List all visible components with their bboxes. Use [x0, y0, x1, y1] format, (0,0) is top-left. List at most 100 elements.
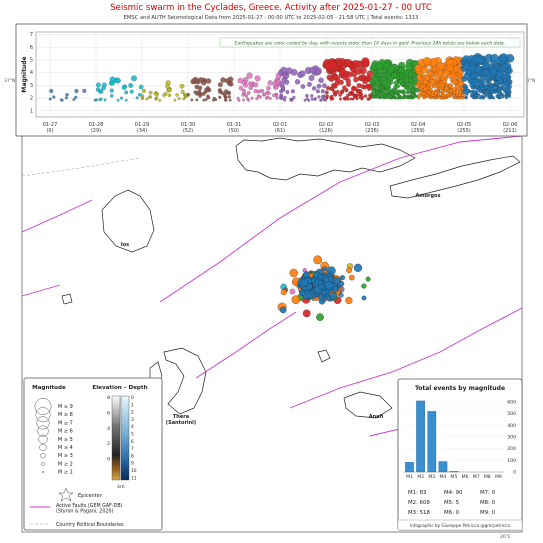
epicenter-marker — [313, 255, 323, 265]
event-point — [355, 93, 359, 98]
event-point — [260, 88, 265, 93]
event-point — [319, 99, 323, 102]
event-point — [218, 95, 222, 99]
island-label: Anafi — [369, 414, 384, 420]
event-point — [483, 84, 489, 90]
island-label: Ios — [121, 242, 129, 248]
histogram-y-tick: 200 — [507, 446, 516, 452]
magnitude-legend-circle — [34, 398, 52, 415]
event-point — [294, 79, 301, 85]
event-point — [419, 90, 423, 95]
epicenter-marker — [279, 306, 287, 314]
event-point — [353, 76, 359, 83]
histogram-y-tick: 500 — [507, 411, 516, 417]
epicenter-marker — [361, 283, 367, 289]
event-point — [198, 77, 204, 83]
event-point — [322, 83, 327, 88]
event-point — [437, 62, 445, 71]
event-point — [311, 86, 317, 91]
event-point — [167, 87, 172, 92]
x-tick-date: 02-02 — [319, 122, 334, 128]
epicenter-marker — [289, 268, 298, 278]
credit: Infographic by Giuseppe Petricca @gmrpet… — [397, 519, 523, 531]
credit-text: Infographic by Giuseppe Petricca @gmrpet… — [410, 523, 510, 528]
event-point — [272, 81, 278, 87]
event-point — [228, 98, 232, 102]
event-point — [305, 97, 309, 101]
event-point — [452, 79, 458, 85]
epicenter-marker — [353, 263, 363, 272]
magnitude-legend-circle — [35, 407, 51, 423]
x-tick-count: (259) — [411, 128, 424, 134]
histogram-y-tick: 400 — [507, 423, 516, 429]
magnitude-legend-label: M ≥ 5 — [58, 437, 73, 443]
event-point — [236, 96, 240, 100]
depth-tick-label: 4 — [131, 424, 134, 430]
event-point — [253, 89, 258, 94]
event-point — [498, 91, 503, 96]
epicenter-marker — [329, 292, 337, 300]
event-point — [285, 90, 290, 94]
event-point — [316, 83, 322, 89]
event-point — [339, 97, 342, 101]
epicenter-marker — [312, 293, 317, 299]
histogram-x-tick: M6 — [462, 474, 469, 480]
event-point — [472, 89, 477, 94]
event-point — [454, 95, 458, 100]
event-point — [470, 71, 478, 79]
event-point — [398, 78, 405, 84]
epicenter-marker — [339, 275, 345, 281]
event-point — [310, 94, 314, 98]
event-point — [374, 91, 379, 95]
magnitude-legend-label: M ≥ 9 — [58, 404, 73, 410]
event-point — [339, 68, 347, 76]
x-tick-date: 02-06 — [503, 122, 518, 128]
event-point — [332, 74, 339, 81]
anafi-coastline — [343, 391, 393, 419]
event-point — [309, 66, 317, 74]
event-point — [247, 99, 250, 102]
island-label-line: Anafi — [369, 414, 384, 420]
event-point — [361, 57, 370, 66]
x-tick-count: (52) — [183, 128, 193, 134]
epicenter-star-icon — [58, 487, 74, 502]
event-point — [346, 82, 351, 87]
event-point — [351, 87, 356, 92]
event-point — [479, 89, 483, 94]
event-point — [449, 88, 454, 93]
event-point — [279, 94, 284, 98]
event-point — [223, 96, 228, 100]
event-point — [505, 67, 513, 75]
x-tick-date: 01-31 — [227, 122, 242, 128]
event-point — [303, 99, 307, 102]
event-point — [267, 80, 273, 86]
elevation-tick-label: 4 — [107, 426, 110, 432]
event-point — [190, 78, 196, 85]
event-point — [414, 64, 422, 72]
event-point — [121, 85, 127, 90]
event-point — [246, 72, 253, 79]
event-point — [205, 78, 212, 84]
event-point — [427, 90, 432, 95]
epicenter-marker — [289, 288, 296, 295]
histogram-y-tick: 600 — [507, 399, 516, 405]
event-point — [462, 62, 471, 70]
event-point — [254, 75, 261, 82]
depth-colorbar — [120, 395, 130, 481]
event-point — [95, 98, 99, 102]
event-point — [442, 93, 447, 98]
event-point — [310, 97, 314, 101]
event-point — [346, 97, 350, 101]
event-point — [472, 95, 476, 99]
event-point — [246, 91, 251, 95]
event-point — [267, 91, 271, 95]
magnitude-histogram-panel: Total events by magnitude 0 100 200 300 400 50… — [397, 378, 523, 531]
event-point — [289, 98, 293, 102]
epicenter-marker — [324, 280, 334, 290]
event-point — [355, 67, 363, 75]
histogram-bar — [427, 411, 437, 473]
event-point — [165, 84, 170, 89]
depth-tick-label: 10 — [131, 468, 137, 474]
event-point — [429, 96, 433, 100]
x-tick-count: (236) — [365, 128, 378, 134]
